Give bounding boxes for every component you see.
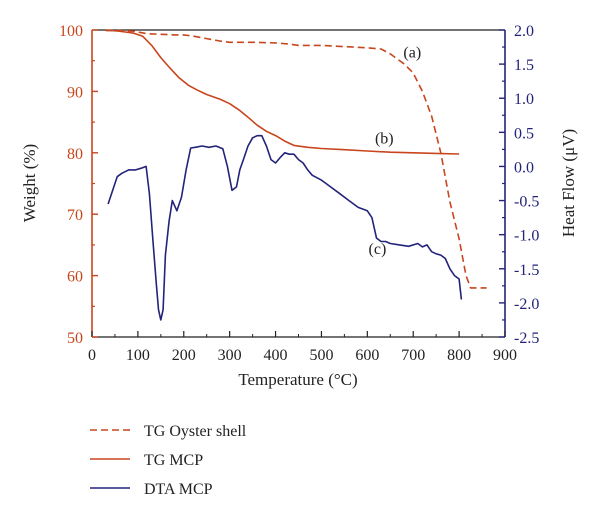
y-right-tick-label: 0.5 (514, 125, 534, 142)
y-left-tick-label: 80 (67, 146, 83, 163)
x-tick-label: 400 (264, 347, 288, 364)
y-left-tick-label: 90 (67, 84, 83, 101)
x-ticks: 0 100 200 300 400 500 600 700 800 900 (88, 331, 517, 364)
legend-label-dta-mcp: DTA MCP (144, 481, 213, 498)
y-right-tick-label: -2.5 (514, 330, 539, 347)
x-tick-label: 0 (88, 347, 96, 364)
y-right-tick-label: -1.0 (514, 228, 539, 245)
y-right-tick-label: -2.0 (514, 296, 539, 313)
x-tick-label: 100 (126, 347, 150, 364)
y-right-tick-label: 1.5 (514, 57, 534, 74)
y-left-tick-label: 100 (59, 23, 83, 40)
y-right-ticks: 2.0 1.5 1.0 0.5 0.0 -0.5 -1.0 -1.5 -2.0 -2.5 (499, 23, 539, 347)
x-tick-label: 300 (218, 347, 242, 364)
series-line-tg-oyster-shell (105, 29, 487, 289)
y-left-tick-label: 50 (67, 330, 83, 347)
x-tick-label: 200 (172, 347, 196, 364)
annotation-layer: (a) (b) (c) (369, 45, 422, 258)
y-right-tick-label: 1.0 (514, 91, 534, 108)
legend-label-tg-mcp: TG MCP (144, 452, 203, 469)
x-axis-title: Temperature (°C) (238, 370, 357, 389)
series-line-dta-mcp (107, 134, 463, 321)
series-layer (105, 29, 487, 321)
y-right-tick-label: -1.5 (514, 262, 539, 279)
y-right-tick-label: 2.0 (514, 23, 534, 40)
curve-annotation: (c) (369, 241, 387, 258)
right-y-axis-title: Heat Flow (μV) (559, 129, 578, 237)
x-tick-label: 800 (447, 347, 471, 364)
left-y-axis-title: Weight (%) (20, 144, 39, 222)
y-right-tick-label: -0.5 (514, 194, 539, 211)
curve-annotation: (a) (403, 45, 421, 62)
y-left-tick-label: 60 (67, 269, 83, 286)
curve-annotation: (b) (375, 131, 394, 148)
y-right-tick-label: 0.0 (514, 159, 534, 176)
legend: TG Oyster shell TG MCP DTA MCP (90, 423, 247, 498)
x-tick-label: 700 (401, 347, 425, 364)
series-line-tg-mcp (105, 29, 460, 155)
x-tick-label: 600 (355, 347, 379, 364)
x-tick-label: 900 (493, 347, 517, 364)
y-left-ticks: 50 60 70 80 90 100 (59, 23, 98, 347)
legend-label-tg-oyster-shell: TG Oyster shell (144, 423, 247, 440)
y-left-tick-label: 70 (67, 207, 83, 224)
x-tick-label: 500 (309, 347, 333, 364)
